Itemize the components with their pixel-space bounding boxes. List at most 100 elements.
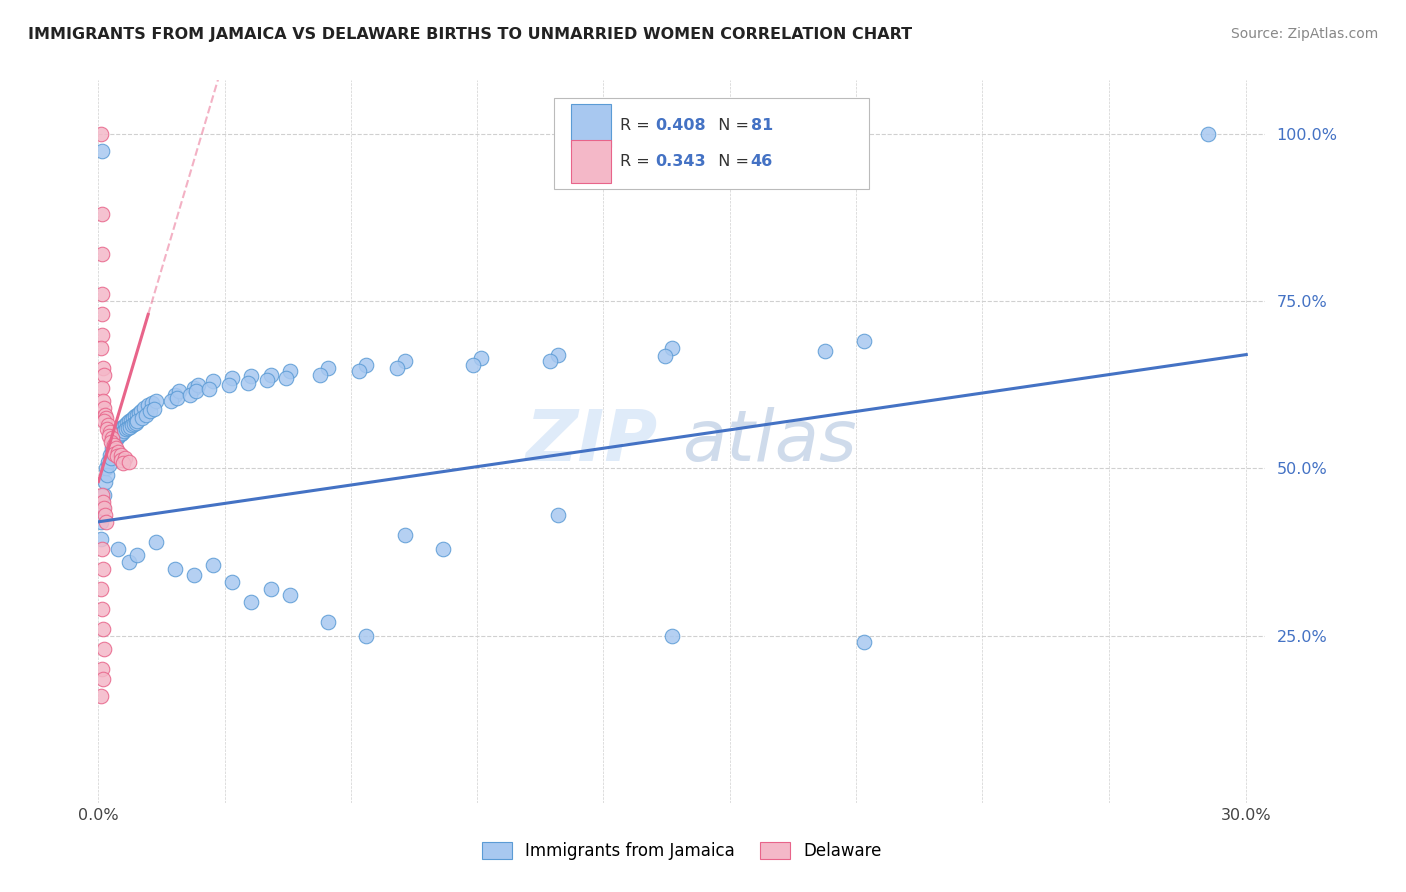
Text: N =: N = bbox=[707, 154, 754, 169]
Point bbox=[94, 408, 117, 422]
Point bbox=[654, 349, 676, 363]
Point bbox=[91, 672, 114, 686]
Point bbox=[852, 334, 875, 349]
Point bbox=[104, 427, 127, 442]
Point bbox=[538, 354, 561, 368]
Point bbox=[91, 207, 114, 221]
Point bbox=[316, 361, 339, 376]
Point bbox=[101, 444, 124, 458]
Point bbox=[103, 446, 125, 460]
Point bbox=[120, 413, 142, 427]
Point bbox=[118, 555, 141, 569]
Point bbox=[118, 455, 141, 469]
Point bbox=[470, 351, 492, 365]
Point bbox=[107, 429, 129, 443]
Point bbox=[96, 467, 118, 482]
FancyBboxPatch shape bbox=[554, 98, 869, 189]
Point bbox=[96, 423, 118, 437]
Point bbox=[236, 376, 259, 390]
Point bbox=[98, 429, 121, 443]
Point bbox=[202, 558, 225, 573]
Text: 46: 46 bbox=[751, 154, 773, 169]
Point bbox=[256, 373, 278, 387]
Point bbox=[240, 595, 263, 609]
Point bbox=[91, 287, 114, 301]
Point bbox=[91, 247, 114, 261]
Point bbox=[316, 615, 339, 630]
Point bbox=[94, 411, 117, 425]
Point bbox=[101, 431, 124, 445]
Point bbox=[90, 127, 112, 141]
Point bbox=[134, 401, 156, 416]
Point bbox=[118, 420, 141, 434]
Point bbox=[98, 425, 121, 439]
Point bbox=[93, 501, 115, 516]
Point bbox=[221, 575, 243, 590]
Text: IMMIGRANTS FROM JAMAICA VS DELAWARE BIRTHS TO UNMARRIED WOMEN CORRELATION CHART: IMMIGRANTS FROM JAMAICA VS DELAWARE BIRT… bbox=[28, 27, 912, 42]
Point bbox=[160, 394, 183, 409]
Point bbox=[93, 368, 115, 382]
Point bbox=[115, 423, 138, 437]
Point bbox=[91, 327, 114, 342]
Point bbox=[94, 515, 117, 529]
Point bbox=[90, 515, 112, 529]
Point bbox=[385, 361, 408, 376]
Point bbox=[110, 448, 132, 462]
Point bbox=[218, 377, 240, 392]
Point bbox=[103, 438, 125, 452]
Point bbox=[94, 475, 117, 489]
Point bbox=[100, 434, 122, 449]
Text: 0.343: 0.343 bbox=[655, 154, 706, 169]
Point bbox=[128, 407, 150, 421]
Text: atlas: atlas bbox=[682, 407, 856, 476]
Point bbox=[97, 455, 120, 469]
Point bbox=[91, 562, 114, 576]
Point bbox=[347, 364, 370, 378]
Point bbox=[94, 461, 117, 475]
Point bbox=[112, 456, 135, 470]
Point bbox=[259, 582, 281, 596]
Text: N =: N = bbox=[707, 118, 754, 133]
Point bbox=[183, 381, 205, 395]
Point bbox=[187, 377, 209, 392]
Point bbox=[463, 358, 485, 372]
Point bbox=[114, 417, 136, 432]
Point bbox=[111, 425, 134, 440]
Point bbox=[202, 375, 225, 389]
Point bbox=[547, 508, 569, 523]
Point bbox=[274, 371, 297, 385]
Point bbox=[145, 394, 167, 409]
Text: Source: ZipAtlas.com: Source: ZipAtlas.com bbox=[1230, 27, 1378, 41]
Point bbox=[432, 541, 454, 556]
Point bbox=[91, 662, 114, 676]
Point bbox=[91, 381, 114, 395]
Point bbox=[1197, 127, 1219, 141]
Point bbox=[110, 426, 132, 441]
Point bbox=[107, 541, 129, 556]
Point bbox=[354, 358, 377, 372]
Point bbox=[117, 421, 139, 435]
Point bbox=[394, 528, 416, 542]
Point bbox=[91, 622, 114, 636]
Point bbox=[394, 354, 416, 368]
Point bbox=[100, 451, 122, 466]
Point bbox=[115, 416, 138, 430]
Point bbox=[309, 368, 332, 382]
Legend: Immigrants from Jamaica, Delaware: Immigrants from Jamaica, Delaware bbox=[475, 835, 889, 867]
Point bbox=[101, 442, 124, 455]
Point bbox=[91, 361, 114, 376]
Point bbox=[93, 414, 115, 429]
Point bbox=[110, 453, 132, 467]
Point bbox=[91, 307, 114, 322]
Point bbox=[166, 391, 188, 405]
Point bbox=[167, 384, 190, 399]
Point bbox=[98, 458, 121, 472]
Point bbox=[91, 394, 114, 409]
Point bbox=[259, 368, 281, 382]
Point bbox=[145, 534, 167, 549]
Point bbox=[141, 396, 163, 410]
Text: 0.408: 0.408 bbox=[655, 118, 706, 133]
Point bbox=[125, 408, 148, 422]
Point bbox=[184, 384, 207, 399]
Point bbox=[90, 582, 112, 596]
